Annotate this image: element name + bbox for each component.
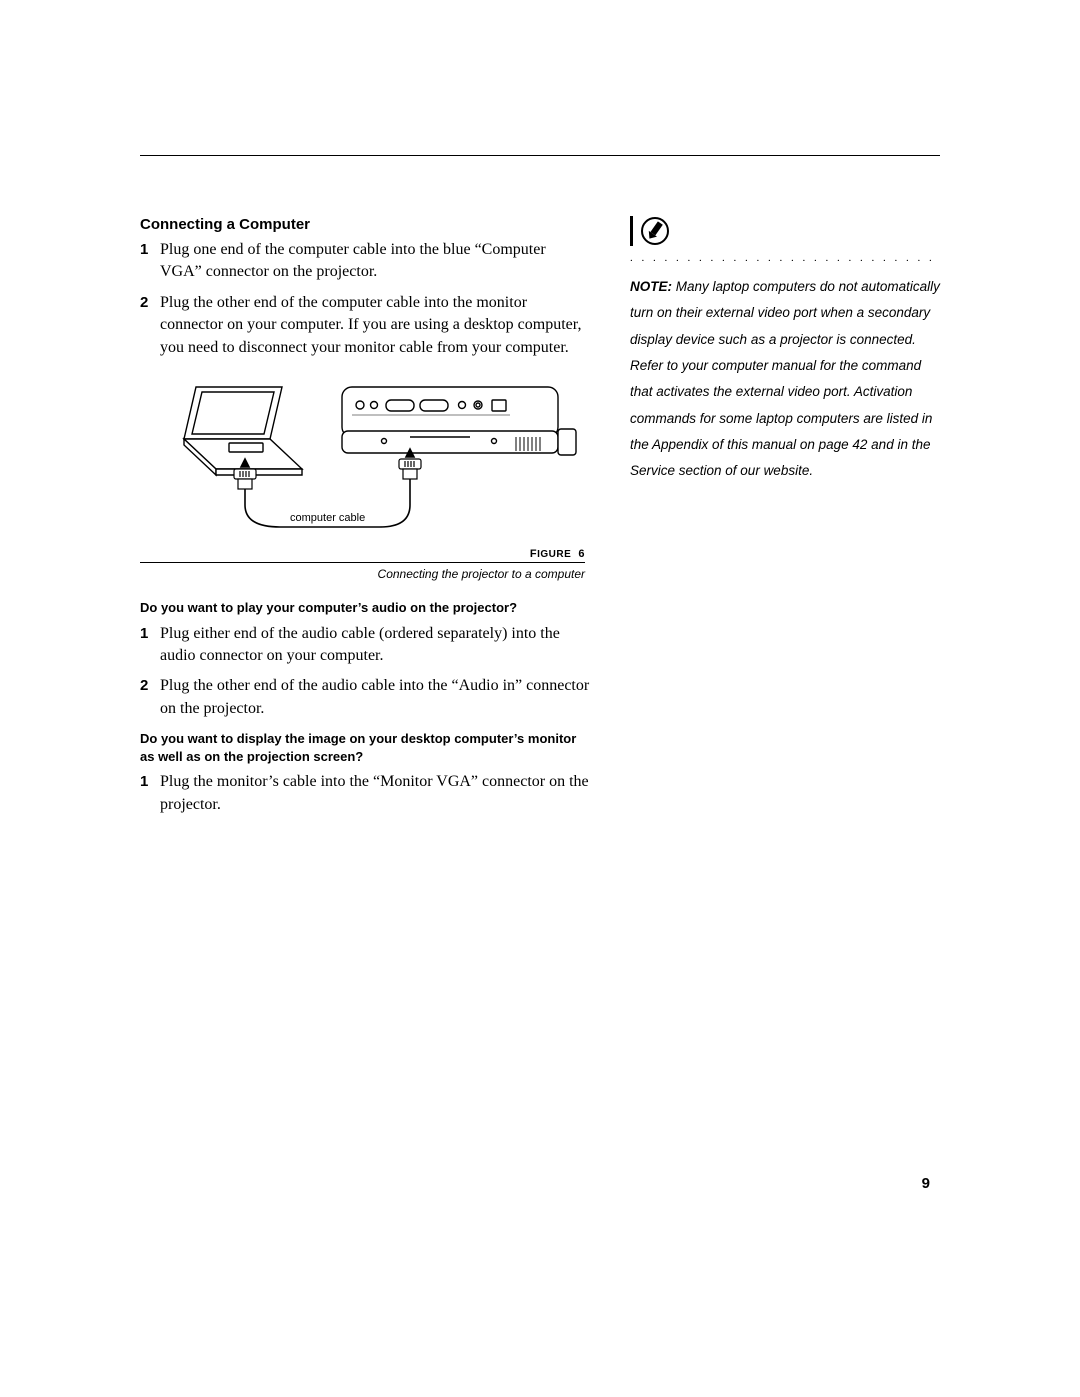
- figure-caption: Connecting the projector to a computer: [140, 567, 585, 581]
- section-title: Connecting a Computer: [140, 216, 590, 233]
- step-number: 2: [140, 292, 148, 313]
- steps-primary: 1 Plug one end of the computer cable into…: [140, 239, 590, 359]
- note-bar-icon: [630, 216, 633, 246]
- note-label: NOTE:: [630, 279, 672, 294]
- pencil-circle-icon: [641, 217, 669, 245]
- step-text: Plug one end of the computer cable into …: [160, 241, 546, 280]
- list-item: 1Plug the monitor’s cable into the “Moni…: [160, 771, 590, 816]
- steps-audio: 1 Plug either end of the audio cable (ord…: [140, 623, 590, 721]
- figure-diagram: computer cable: [160, 377, 570, 542]
- list-item: 2Plug the other end of the computer cabl…: [160, 292, 590, 359]
- step-number: 1: [140, 771, 148, 792]
- list-item: 2Plug the other end of the audio cable i…: [160, 675, 590, 720]
- sidenote-column: . . . . . . . . . . . . . . . . . . . . …: [630, 216, 940, 485]
- step-text: Plug the other end of the computer cable…: [160, 294, 581, 356]
- main-column: Connecting a Computer 1 Plug one end of t…: [140, 216, 590, 824]
- steps-monitor: 1 Plug the monitor’s cable into the “Moni…: [140, 771, 590, 816]
- figure-number: 6: [578, 548, 585, 560]
- figure-rule: [140, 562, 585, 563]
- note-dots: . . . . . . . . . . . . . . . . . . . . …: [630, 252, 940, 264]
- note-text: NOTE: Many laptop computers do not autom…: [630, 274, 940, 485]
- top-rule: [140, 155, 940, 156]
- step-number: 2: [140, 675, 148, 696]
- step-text: Plug either end of the audio cable (orde…: [160, 625, 560, 664]
- list-item: 1Plug either end of the audio cable (ord…: [160, 623, 590, 668]
- step-text: Plug the other end of the audio cable in…: [160, 677, 589, 716]
- subheading-monitor: Do you want to display the image on your…: [140, 730, 590, 765]
- subheading-audio: Do you want to play your computer’s audi…: [140, 599, 590, 617]
- step-text: Plug the monitor’s cable into the “Monit…: [160, 773, 589, 812]
- note-icon-row: [630, 216, 940, 246]
- step-number: 1: [140, 239, 148, 260]
- figure-label: FIGURE 6: [140, 548, 585, 560]
- page-number: 9: [922, 1175, 930, 1192]
- step-number: 1: [140, 623, 148, 644]
- list-item: 1Plug one end of the computer cable into…: [160, 239, 590, 284]
- figure-cable-label: computer cable: [290, 512, 365, 524]
- page-body: Connecting a Computer 1 Plug one end of t…: [140, 155, 940, 824]
- note-body: Many laptop computers do not automatical…: [630, 279, 940, 478]
